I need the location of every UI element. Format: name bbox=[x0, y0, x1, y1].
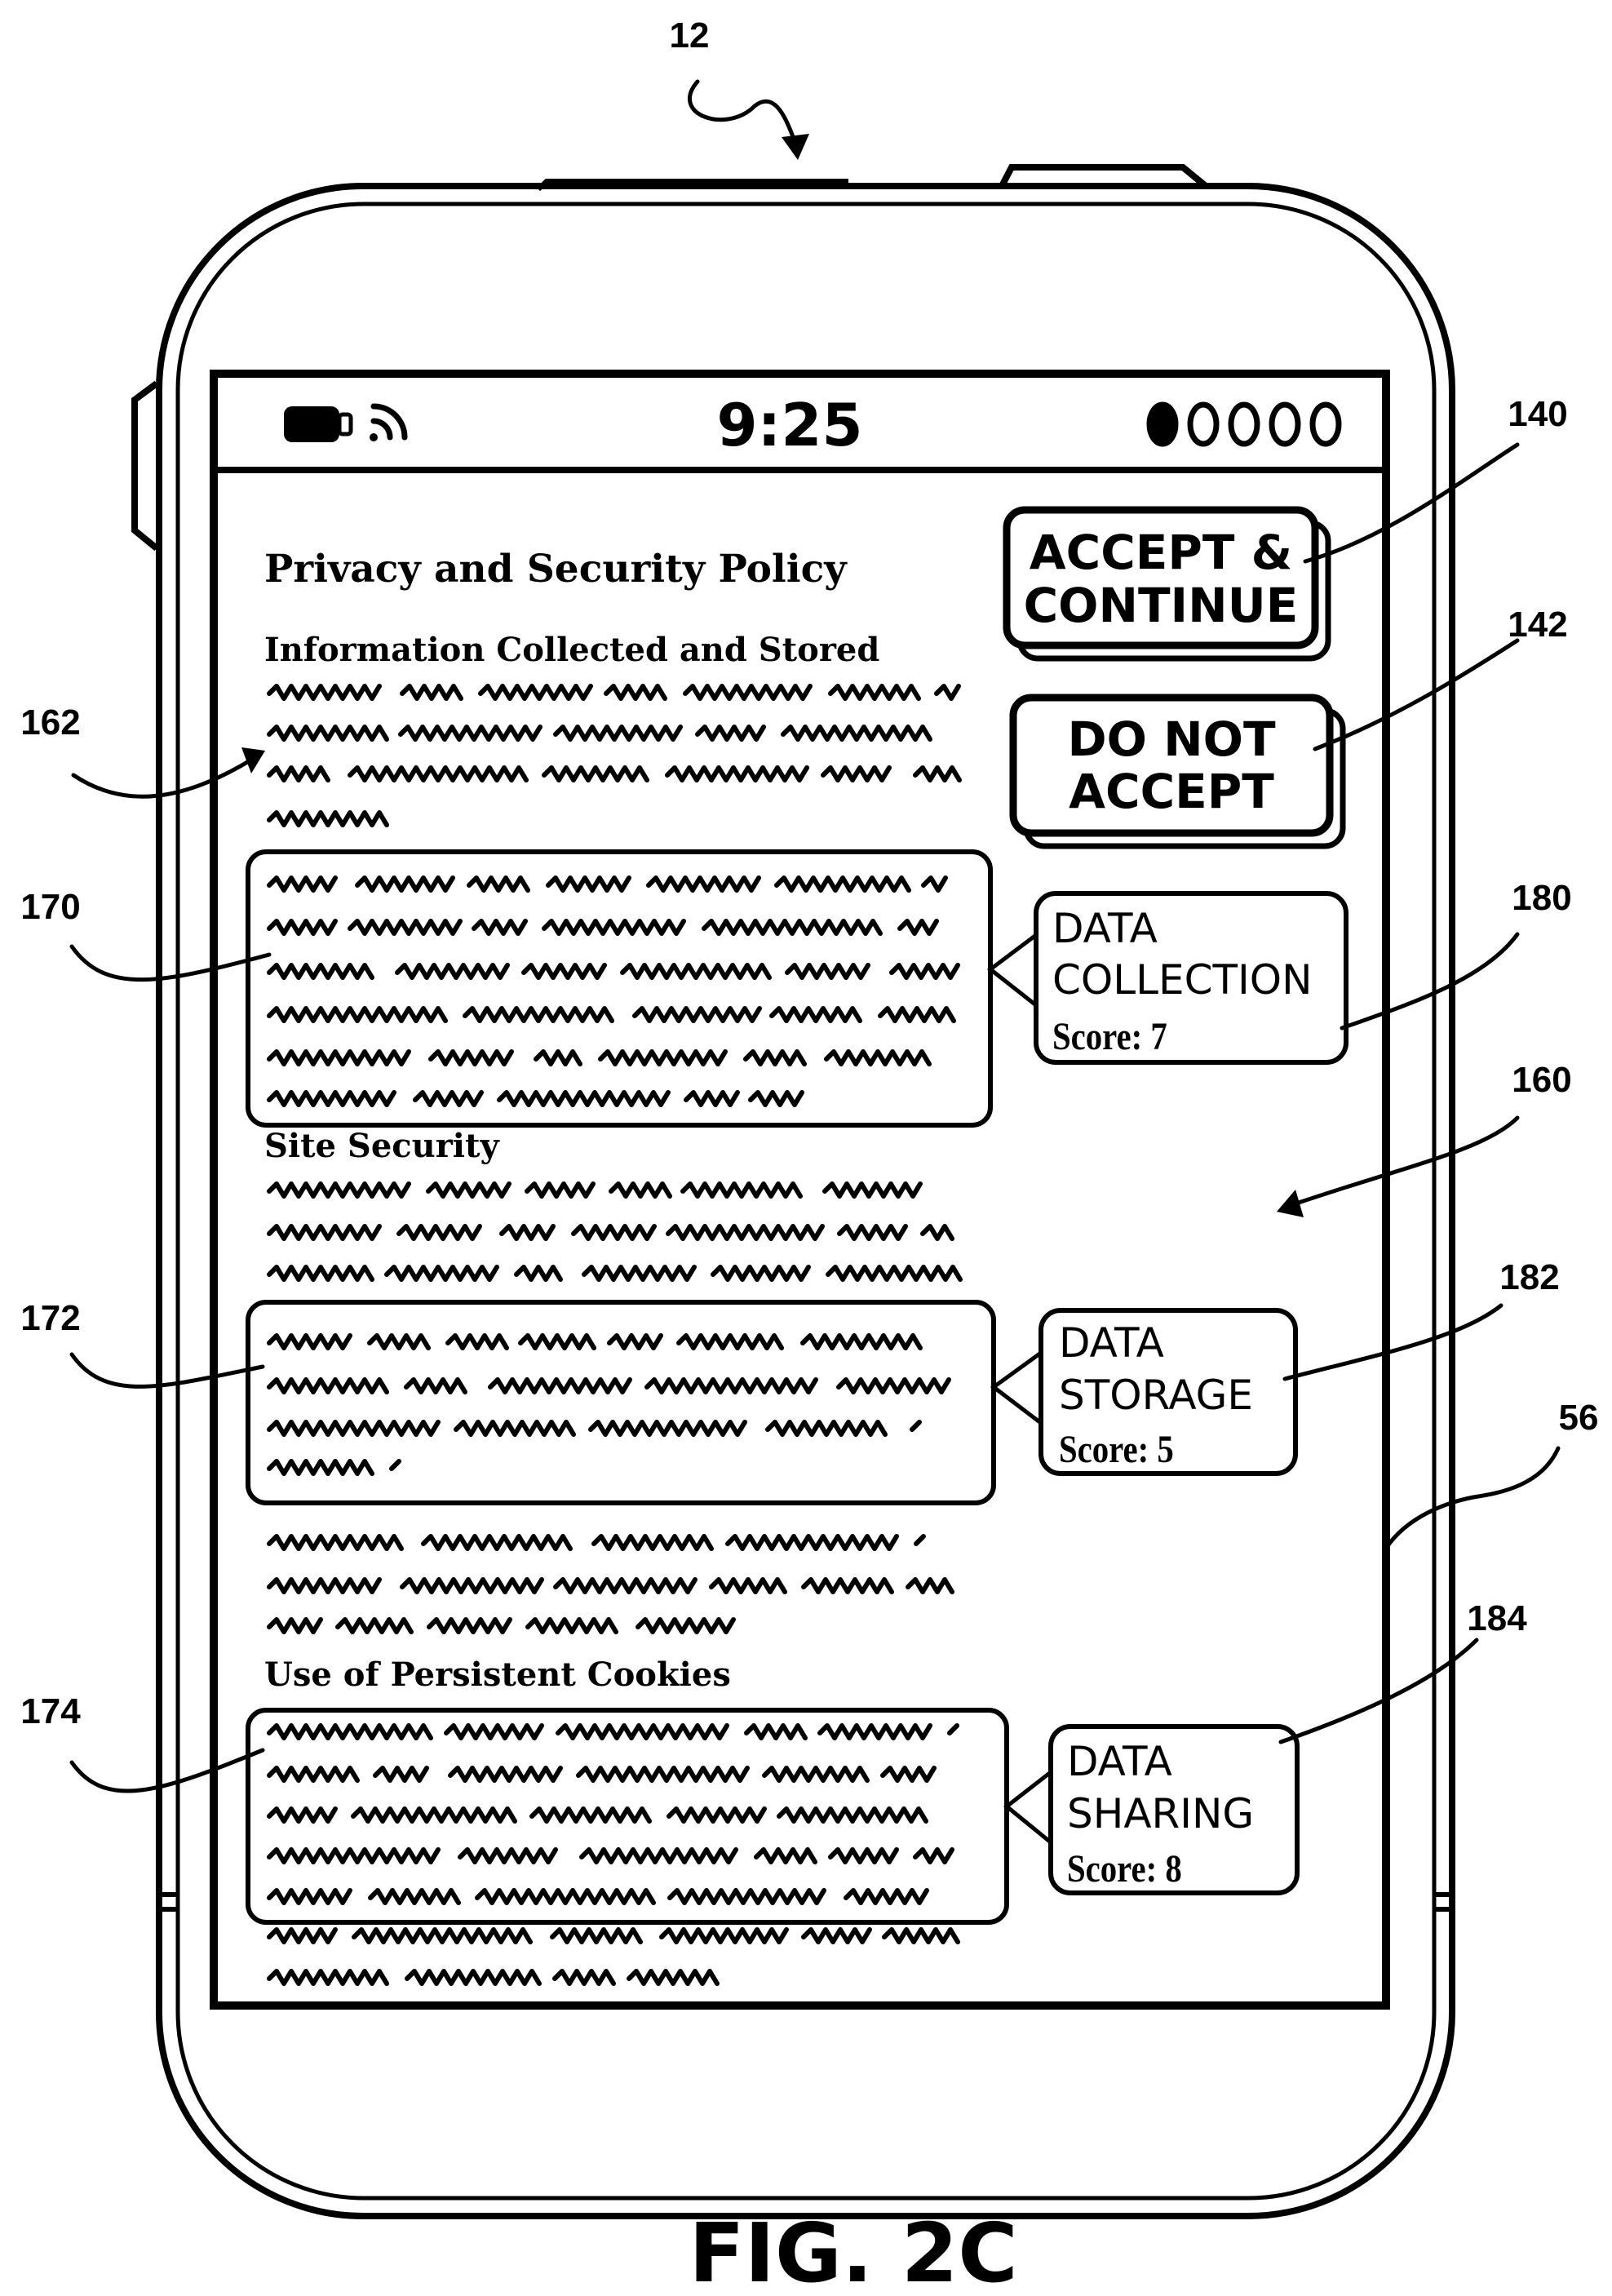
placeholder-text-lines bbox=[269, 686, 960, 1984]
wifi-icon bbox=[370, 406, 405, 441]
outer-shell bbox=[159, 186, 1452, 2216]
score-value: Score: 5 bbox=[1059, 1427, 1174, 1471]
reject-label-line1: DO NOT bbox=[1067, 711, 1275, 767]
placeholder-text-line bbox=[269, 1226, 952, 1239]
placeholder-text-line bbox=[269, 965, 958, 977]
ref-numeral-180: 180 bbox=[1512, 878, 1571, 918]
placeholder-text-line bbox=[269, 1267, 960, 1279]
ref-numeral-140: 140 bbox=[1508, 394, 1567, 434]
ref-numeral-162: 162 bbox=[20, 703, 80, 742]
placeholder-text-line bbox=[269, 1184, 920, 1196]
placeholder-text-line bbox=[269, 1093, 802, 1105]
score-value: Score: 8 bbox=[1067, 1846, 1182, 1890]
do-not-accept-button[interactable]: DO NOT ACCEPT bbox=[1013, 698, 1343, 846]
placeholder-text-line bbox=[269, 1726, 957, 1738]
score-label-line2: SHARING bbox=[1067, 1790, 1254, 1837]
placeholder-text-line bbox=[269, 1850, 952, 1862]
placeholder-text-line bbox=[269, 1336, 920, 1348]
score-label-line1: DATA bbox=[1067, 1738, 1172, 1785]
status-time: 9:25 bbox=[716, 391, 862, 459]
placeholder-text-line bbox=[269, 921, 937, 933]
placeholder-text-line bbox=[269, 727, 930, 739]
placeholder-text-line bbox=[269, 1008, 954, 1021]
section-heading-info: Information Collected and Stored bbox=[264, 631, 879, 669]
placeholder-text-line bbox=[269, 813, 387, 825]
ref-numeral-184: 184 bbox=[1467, 1598, 1527, 1638]
signal-dot-empty bbox=[1190, 405, 1216, 444]
placeholder-text-line bbox=[269, 1380, 949, 1392]
placeholder-text-line bbox=[269, 686, 959, 698]
score-box-data-storage: DATA STORAGE Score: 5 bbox=[1041, 1310, 1295, 1474]
ref-numeral-56: 56 bbox=[1559, 1398, 1599, 1438]
ref-numeral-182: 182 bbox=[1499, 1257, 1559, 1297]
signal-dots-icon bbox=[1149, 405, 1339, 444]
placeholder-text-line bbox=[269, 1768, 934, 1780]
ref-numeral-172: 172 bbox=[20, 1298, 80, 1338]
screen: 9:25 Privacy and Security Policy Informa… bbox=[214, 374, 1386, 2006]
policy-title: Privacy and Security Policy bbox=[264, 547, 848, 592]
placeholder-text-line bbox=[269, 1422, 919, 1434]
side-button bbox=[135, 383, 157, 548]
battery-icon bbox=[284, 406, 351, 442]
score-box-data-sharing: DATA SHARING Score: 8 bbox=[1051, 1726, 1297, 1893]
placeholder-text-line bbox=[269, 878, 946, 890]
score-label-line1: DATA bbox=[1059, 1319, 1164, 1367]
score-box-data-collection: DATA COLLECTION Score: 7 bbox=[1036, 893, 1346, 1062]
placeholder-text-line bbox=[269, 1620, 733, 1632]
accept-label-line2: CONTINUE bbox=[1024, 578, 1299, 633]
figure-caption: FIG. 2C bbox=[689, 2205, 1017, 2296]
placeholder-text-line bbox=[269, 1052, 929, 1064]
signal-dot-empty bbox=[1231, 405, 1257, 444]
signal-dot-empty bbox=[1313, 405, 1339, 444]
signal-dot-empty bbox=[1272, 405, 1298, 444]
accept-continue-button[interactable]: ACCEPT & CONTINUE bbox=[1007, 510, 1328, 658]
placeholder-text-line bbox=[269, 1536, 923, 1549]
ref-numeral-170: 170 bbox=[20, 887, 80, 927]
score-value: Score: 7 bbox=[1052, 1014, 1167, 1058]
signal-dot-filled bbox=[1149, 405, 1176, 444]
placeholder-text-line bbox=[269, 1580, 952, 1592]
placeholder-text-line bbox=[269, 1809, 945, 1821]
ref-numeral-12: 12 bbox=[670, 16, 710, 55]
score-label-line2: COLLECTION bbox=[1052, 956, 1313, 1004]
accept-label-line1: ACCEPT & bbox=[1030, 525, 1292, 580]
ref-numeral-160: 160 bbox=[1512, 1060, 1571, 1100]
placeholder-text-line bbox=[269, 1890, 927, 1903]
section-heading-security: Site Security bbox=[264, 1127, 500, 1165]
score-label-line2: STORAGE bbox=[1059, 1372, 1253, 1419]
placeholder-text-line bbox=[269, 1461, 399, 1474]
score-label-line1: DATA bbox=[1052, 905, 1158, 952]
reject-label-line2: ACCEPT bbox=[1069, 764, 1274, 819]
placeholder-text-line bbox=[269, 1971, 717, 1984]
highlight-box-data-collection bbox=[248, 852, 990, 1125]
section-heading-cookies: Use of Persistent Cookies bbox=[264, 1656, 731, 1694]
placeholder-text-line bbox=[269, 1930, 958, 1942]
ref-numeral-142: 142 bbox=[1508, 605, 1567, 645]
placeholder-text-line bbox=[269, 768, 959, 780]
ref-numeral-174: 174 bbox=[20, 1691, 81, 1731]
